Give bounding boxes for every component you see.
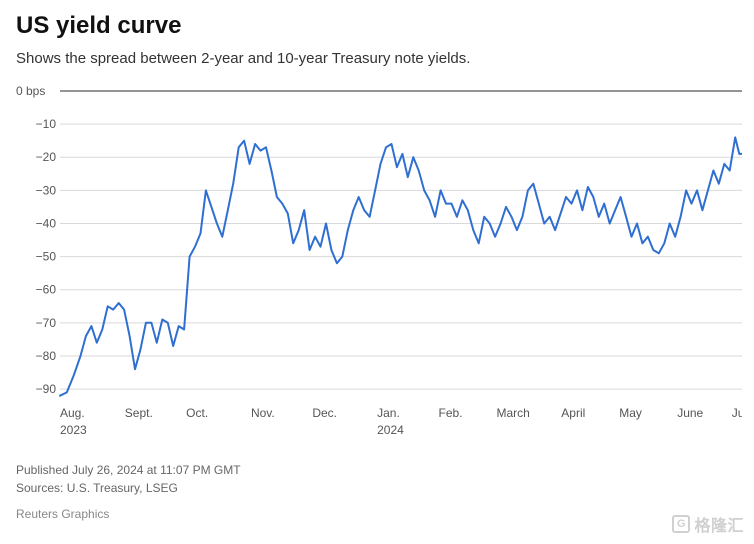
svg-text:0 bps: 0 bps xyxy=(16,84,45,98)
svg-text:April: April xyxy=(561,406,585,420)
svg-text:Aug.: Aug. xyxy=(60,406,85,420)
svg-text:Dec.: Dec. xyxy=(312,406,337,420)
svg-text:Nov.: Nov. xyxy=(251,406,275,420)
series-line xyxy=(60,137,742,395)
watermark-icon: G xyxy=(672,515,690,533)
watermark-text: 格隆汇 xyxy=(694,512,744,536)
svg-text:June: June xyxy=(677,406,703,420)
svg-text:May: May xyxy=(619,406,642,420)
svg-text:−90: −90 xyxy=(36,382,57,396)
line-chart-svg: 0 bps −10 −20 −30 −40 −50 −60 −70 −80 −90Aug. 2023… xyxy=(16,81,742,451)
sources-line: Sources: U.S. Treasury, LSEG xyxy=(16,479,738,497)
svg-text:−50: −50 xyxy=(36,250,57,264)
svg-text:Oct.: Oct. xyxy=(186,406,208,420)
svg-text:Feb.: Feb. xyxy=(439,406,463,420)
svg-text:−30: −30 xyxy=(36,183,57,197)
credit-line: Reuters Graphics xyxy=(16,505,738,523)
chart-area: 0 bps −10 −20 −30 −40 −50 −60 −70 −80 −90Aug. 2023… xyxy=(16,81,742,451)
svg-text:2023: 2023 xyxy=(60,423,87,437)
svg-text:July: July xyxy=(732,406,742,420)
svg-text:−20: −20 xyxy=(36,150,57,164)
svg-text:−10: −10 xyxy=(36,117,57,131)
svg-text:March: March xyxy=(496,406,529,420)
svg-text:2024: 2024 xyxy=(377,423,404,437)
watermark: G 格隆汇 xyxy=(672,512,744,536)
svg-text:Sept.: Sept. xyxy=(125,406,153,420)
chart-subtitle: Shows the spread between 2-year and 10-y… xyxy=(16,50,738,67)
svg-text:−80: −80 xyxy=(36,349,57,363)
svg-text:−70: −70 xyxy=(36,316,57,330)
chart-title: US yield curve xyxy=(16,12,738,40)
svg-text:Jan.: Jan. xyxy=(377,406,400,420)
svg-text:−40: −40 xyxy=(36,216,57,230)
svg-text:−60: −60 xyxy=(36,283,57,297)
published-line: Published July 26, 2024 at 11:07 PM GMT xyxy=(16,461,738,479)
